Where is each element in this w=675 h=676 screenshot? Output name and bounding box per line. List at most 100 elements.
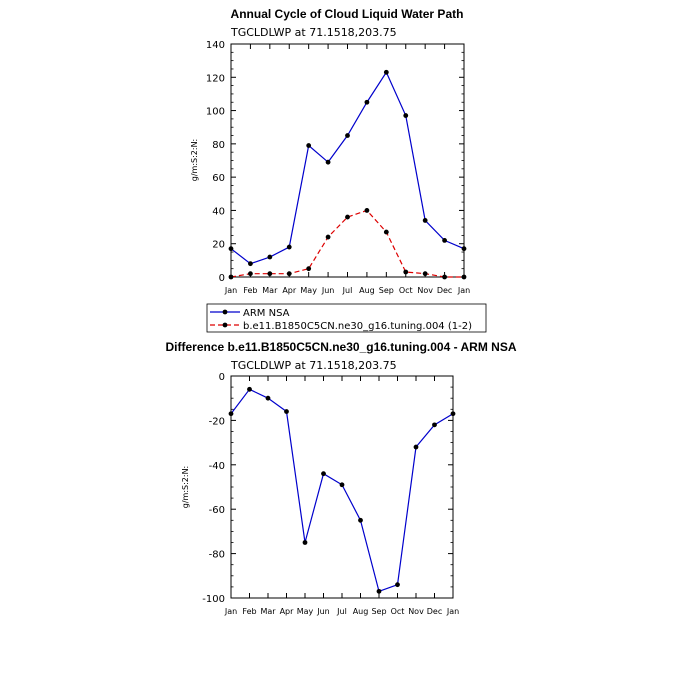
chart-subtitle: TGCLDLWP at 71.1518,203.75 xyxy=(230,26,397,39)
x-tick-label: Jan xyxy=(224,607,237,616)
data-point xyxy=(442,274,447,280)
plot-frame xyxy=(230,43,465,278)
series-line-0 xyxy=(230,388,454,593)
y-tick-label: 100 xyxy=(206,107,225,118)
x-tick-label: Mar xyxy=(260,607,276,616)
data-point xyxy=(339,482,345,488)
x-tick-label: Nov xyxy=(417,286,433,295)
data-point xyxy=(247,386,252,392)
y-tick-label: 20 xyxy=(212,240,225,251)
data-point xyxy=(286,244,292,250)
legend-marker-arm-nsa xyxy=(222,309,228,315)
legend-label-model: b.e11.B1850C5CN.ne30_g16.tuning.004 (1-2… xyxy=(243,321,472,332)
annual-cycle-chart: Annual Cycle of Cloud Liquid Water Path … xyxy=(190,7,470,295)
data-point xyxy=(442,237,447,243)
x-tick-label: Sep xyxy=(379,286,394,295)
x-tick-label: Jan xyxy=(457,286,470,295)
x-tick-label: Sep xyxy=(371,607,386,616)
y-axis: 0 20 40 60 80 100 120 140 xyxy=(206,40,464,284)
y-axis-label: g/m:S:2:N: xyxy=(181,466,190,509)
data-point xyxy=(403,269,409,275)
y-tick-label: 40 xyxy=(212,206,225,217)
series-group xyxy=(228,386,456,594)
chart-title: Difference b.e11.B1850C5CN.ne30_g16.tuni… xyxy=(165,340,516,354)
series-line-0 xyxy=(230,71,465,265)
data-point xyxy=(376,588,382,594)
data-point xyxy=(364,99,370,105)
y-tick-label: -60 xyxy=(209,505,225,516)
x-tick-label: Nov xyxy=(408,607,424,616)
data-point xyxy=(383,69,389,75)
data-point xyxy=(284,409,289,414)
x-tick-label: Apr xyxy=(282,286,297,295)
x-tick-label: Jul xyxy=(336,607,347,616)
x-tick-label: Oct xyxy=(391,607,405,616)
chart-subtitle: TGCLDLWP at 71.1518,203.75 xyxy=(230,359,397,372)
data-point xyxy=(461,246,467,252)
y-tick-label: -40 xyxy=(209,461,225,472)
data-point xyxy=(325,159,331,165)
data-point xyxy=(422,271,428,277)
y-tick-label: 80 xyxy=(212,140,225,151)
y-tick-label: 60 xyxy=(212,173,225,184)
data-point xyxy=(422,218,428,223)
data-point xyxy=(228,274,234,280)
x-tick-label: Apr xyxy=(280,607,295,616)
data-point xyxy=(395,582,400,588)
difference-chart: Difference b.e11.B1850C5CN.ne30_g16.tuni… xyxy=(165,340,516,616)
x-tick-label: Jan xyxy=(224,286,237,295)
data-point xyxy=(248,271,253,277)
y-tick-label: -20 xyxy=(209,416,225,427)
x-tick-label: May xyxy=(297,607,314,616)
x-tick-label: May xyxy=(300,286,317,295)
data-point xyxy=(461,274,467,280)
data-point xyxy=(325,234,331,240)
data-point xyxy=(286,271,292,277)
legend-marker-model xyxy=(222,322,228,328)
legend: ARM NSA b.e11.B1850C5CN.ne30_g16.tuning.… xyxy=(206,303,487,333)
data-point xyxy=(267,254,273,260)
series-line-1 xyxy=(230,209,464,278)
data-point xyxy=(345,133,350,138)
data-point xyxy=(228,411,234,417)
y-tick-label: 0 xyxy=(219,273,225,284)
data-point xyxy=(306,266,312,272)
y-tick-label: -100 xyxy=(202,594,225,605)
data-point xyxy=(383,229,389,235)
x-tick-label: Aug xyxy=(359,286,375,295)
data-point xyxy=(306,143,312,148)
x-tick-label: Feb xyxy=(243,286,257,295)
data-point xyxy=(403,113,409,118)
legend-label-arm-nsa: ARM NSA xyxy=(243,308,290,319)
data-point xyxy=(321,471,326,477)
data-point xyxy=(345,214,350,220)
y-tick-label: 0 xyxy=(219,372,225,383)
y-axis-label: g/m:S:2:N: xyxy=(190,139,199,182)
data-point xyxy=(364,208,370,213)
x-tick-label: Aug xyxy=(353,607,369,616)
data-point xyxy=(302,540,308,545)
x-axis: Jan Feb Mar Apr May Jun Jul Aug Sep Oct Nov Dec Jan xyxy=(224,376,459,616)
data-point xyxy=(267,271,273,277)
y-tick-label: 120 xyxy=(206,73,225,84)
chart-title: Annual Cycle of Cloud Liquid Water Path xyxy=(231,7,464,21)
x-tick-label: Mar xyxy=(262,286,278,295)
legend-box xyxy=(206,303,487,333)
x-tick-label: Jan xyxy=(446,607,459,616)
data-point xyxy=(358,517,363,523)
y-tick-label: 140 xyxy=(206,40,225,51)
x-tick-label: Oct xyxy=(399,286,413,295)
x-axis: Jan Feb Mar Apr May Jun Jul Aug Sep Oct Nov Dec Jan xyxy=(224,44,470,295)
data-point xyxy=(432,422,437,428)
x-tick-label: Dec xyxy=(437,286,452,295)
data-point xyxy=(228,246,234,252)
x-tick-label: Jul xyxy=(342,286,353,295)
x-tick-label: Feb xyxy=(242,607,256,616)
x-tick-label: Jun xyxy=(316,607,330,616)
data-point xyxy=(248,261,253,267)
x-tick-label: Jun xyxy=(321,286,335,295)
y-tick-label: -80 xyxy=(209,550,225,561)
series-group xyxy=(228,69,467,280)
data-point xyxy=(413,444,419,450)
